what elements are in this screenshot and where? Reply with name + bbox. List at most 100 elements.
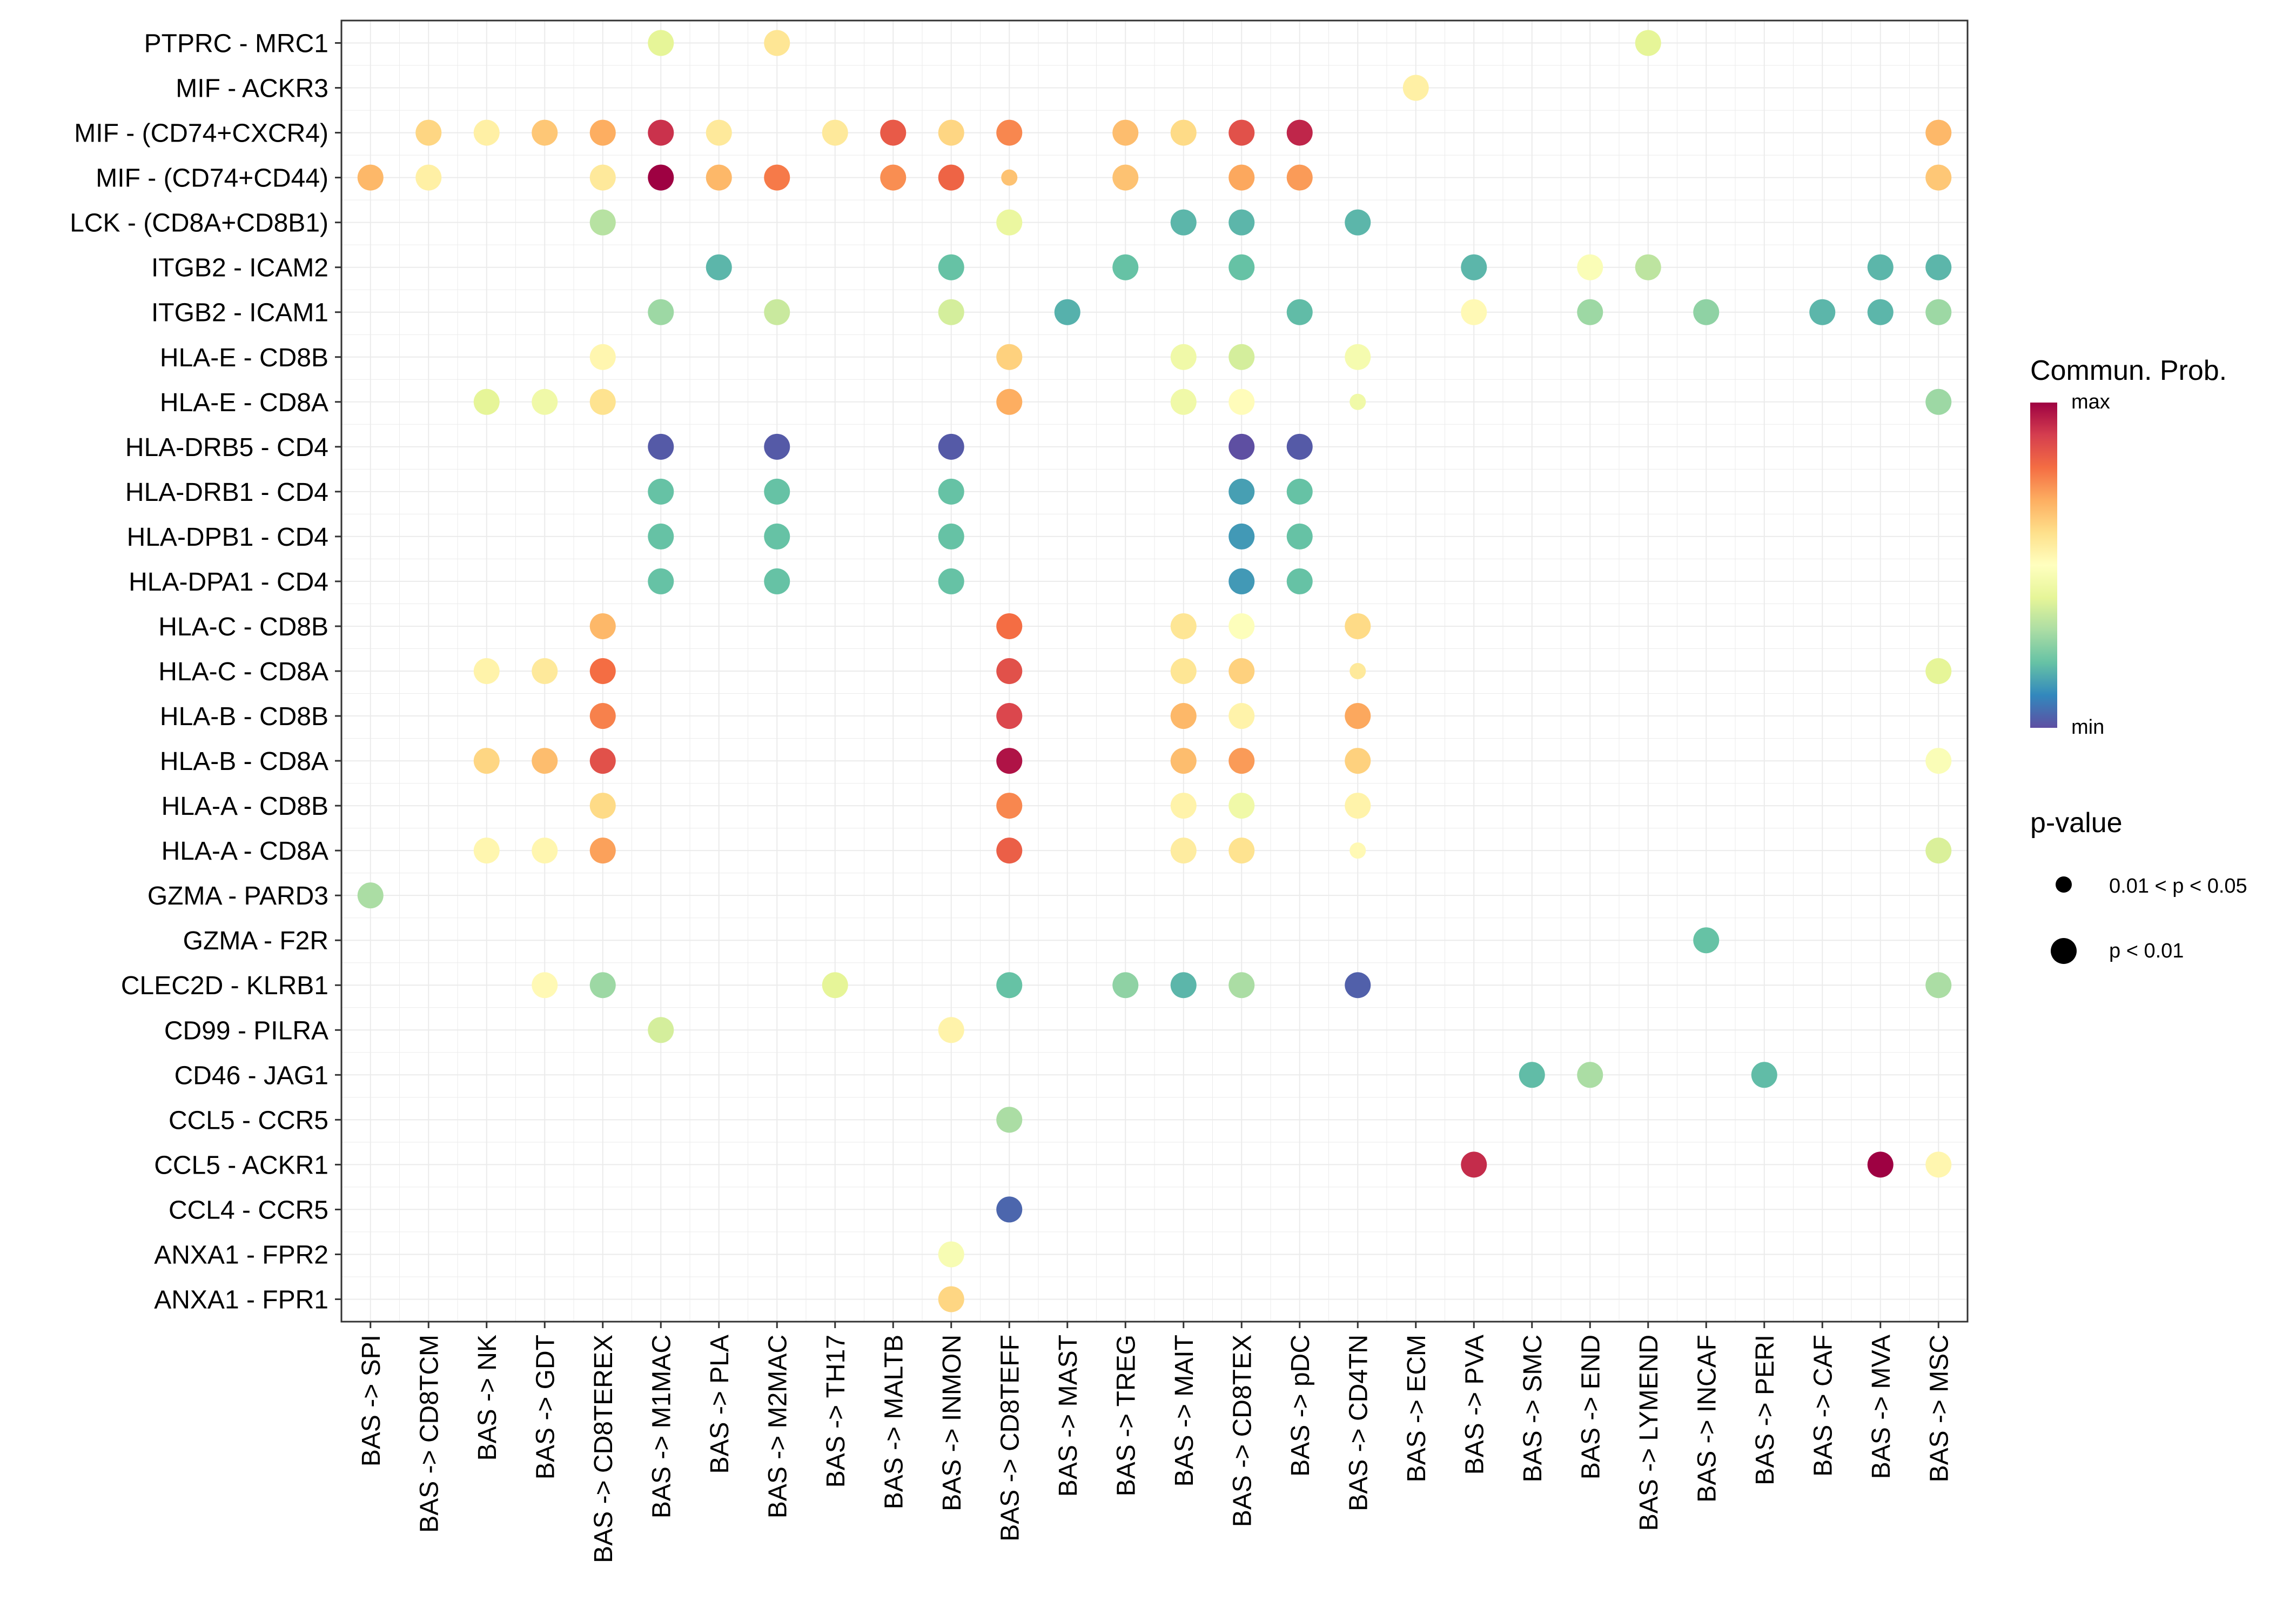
data-point	[1286, 119, 1313, 146]
data-point	[589, 119, 616, 146]
data-point	[764, 523, 790, 550]
x-tick-label: BAS -> INCAF	[1693, 1335, 1721, 1503]
x-tick-label: BAS -> CD4TN	[1344, 1335, 1373, 1511]
colorbar-title: Commun. Prob.	[2030, 355, 2227, 386]
y-tick-label: CCL4 - CCR5	[169, 1196, 328, 1224]
data-point	[1170, 972, 1197, 999]
data-point	[1228, 164, 1255, 191]
data-point	[1345, 793, 1371, 819]
data-point	[1925, 1151, 1952, 1178]
data-point	[996, 1107, 1023, 1133]
y-tick-label: ITGB2 - ICAM1	[151, 299, 328, 327]
data-point	[1170, 344, 1197, 370]
x-tick-label: BAS -> LYMEND	[1635, 1335, 1663, 1531]
data-point	[1228, 344, 1255, 370]
data-point	[1461, 299, 1487, 325]
pvalue-legend: p-value 0.01 < p < 0.05 p < 0.01	[2030, 807, 2247, 964]
x-tick-label: BAS -> pDC	[1286, 1335, 1315, 1477]
y-tick-label: ITGB2 - ICAM2	[151, 254, 328, 283]
y-tick-label: HLA-DPB1 - CD4	[127, 523, 328, 552]
y-tick-label: ANXA1 - FPR1	[154, 1285, 328, 1314]
data-point	[938, 1241, 964, 1268]
data-point	[1402, 75, 1429, 101]
data-point	[996, 703, 1023, 729]
data-point	[1925, 972, 1952, 999]
data-point	[706, 164, 732, 191]
data-point	[1170, 613, 1197, 639]
data-point	[938, 523, 964, 550]
data-point	[996, 613, 1023, 639]
pvalue-legend-title: p-value	[2030, 807, 2123, 839]
data-point	[1925, 658, 1952, 684]
data-point	[822, 119, 848, 146]
data-point	[1345, 209, 1371, 236]
x-tick-label: BAS -> TH17	[822, 1335, 850, 1488]
data-point	[1228, 748, 1255, 774]
data-point	[473, 748, 500, 774]
y-tick-label: HLA-A - CD8A	[162, 837, 328, 866]
y-tick-label: PTPRC - MRC1	[144, 30, 328, 58]
data-points	[357, 30, 1952, 1312]
data-point	[996, 344, 1023, 370]
data-point	[648, 568, 674, 594]
data-point	[1228, 613, 1255, 639]
data-point	[589, 613, 616, 639]
data-point	[1345, 344, 1371, 370]
y-tick-label: HLA-DRB5 - CD4	[125, 433, 328, 462]
data-point	[648, 478, 674, 505]
data-point	[938, 254, 964, 280]
y-tick-label: HLA-C - CD8A	[158, 658, 328, 686]
data-point	[473, 658, 500, 684]
pvalue-legend-large-label: p < 0.01	[2109, 940, 2184, 962]
data-point	[1577, 1062, 1603, 1088]
x-tick-label: BAS -> NK	[473, 1335, 502, 1461]
data-point	[532, 658, 558, 684]
data-point	[1925, 299, 1952, 325]
data-point	[532, 838, 558, 864]
x-tick-label: BAS -> PLA	[706, 1335, 734, 1473]
y-tick-label: HLA-C - CD8B	[158, 613, 328, 641]
colorbar-legend: Commun. Prob. max min	[2030, 355, 2227, 739]
data-point	[996, 119, 1023, 146]
y-tick-label: GZMA - F2R	[183, 927, 328, 955]
x-tick-label: BAS -> MALTB	[880, 1335, 908, 1509]
data-point	[1925, 748, 1952, 774]
data-point	[938, 433, 964, 460]
x-tick-label: BAS -> ECM	[1402, 1335, 1431, 1482]
data-point	[1925, 838, 1952, 864]
data-point	[648, 523, 674, 550]
data-point	[589, 388, 616, 415]
colorbar-min-label: min	[2071, 716, 2104, 739]
data-point	[1228, 254, 1255, 280]
pvalue-legend-small-dot	[2056, 876, 2072, 893]
data-point	[1112, 164, 1139, 191]
data-point	[1345, 703, 1371, 729]
data-point	[1867, 254, 1894, 280]
y-tick-label: MIF - (CD74+CXCR4)	[74, 119, 328, 148]
data-point	[996, 1196, 1023, 1223]
colorbar-gradient	[2030, 403, 2057, 728]
data-point	[996, 209, 1023, 236]
data-point	[357, 882, 384, 909]
data-point	[938, 299, 964, 325]
x-axis: BAS -> SPI BAS -> CD8TCM BAS -> NK BAS -> G…	[357, 1322, 1953, 1563]
data-point	[1228, 523, 1255, 550]
data-point	[589, 838, 616, 864]
data-point	[1228, 433, 1255, 460]
data-point	[1228, 388, 1255, 415]
data-point	[1345, 748, 1371, 774]
data-point	[1228, 658, 1255, 684]
data-point	[1693, 299, 1720, 325]
data-point	[1001, 169, 1018, 186]
y-tick-label: CLEC2D - KLRB1	[121, 972, 328, 1000]
data-point	[764, 478, 790, 505]
data-point	[589, 658, 616, 684]
data-point	[1925, 164, 1952, 191]
data-point	[1350, 842, 1366, 859]
data-point	[1577, 254, 1603, 280]
x-tick-label: BAS -> END	[1576, 1335, 1605, 1479]
data-point	[706, 254, 732, 280]
data-point	[996, 748, 1023, 774]
x-tick-label: BAS -> GDT	[531, 1335, 560, 1479]
